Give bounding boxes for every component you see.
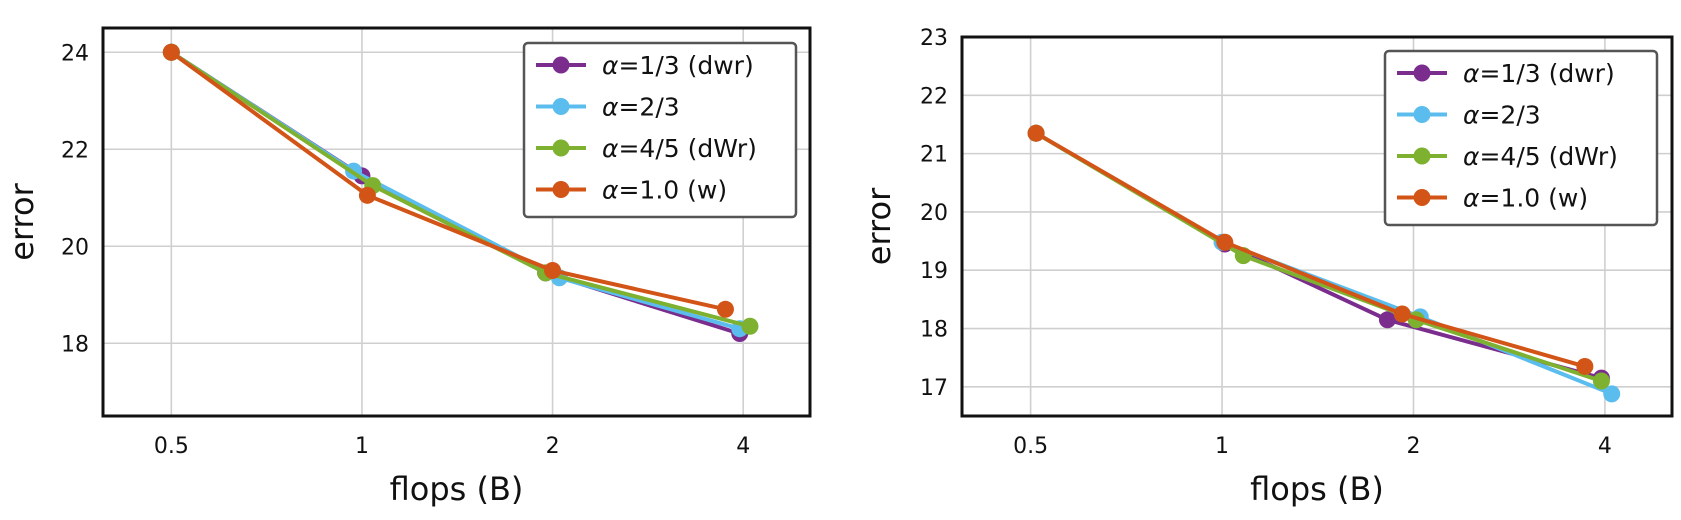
legend-swatch-marker bbox=[1413, 189, 1431, 206]
legend-label-symbol: α bbox=[602, 51, 619, 80]
y-tick-label: 20 bbox=[61, 235, 89, 260]
legend: α=1/3 (dwr)α=2/3α=4/5 (dWr)α=1.0 (w) bbox=[522, 41, 798, 219]
data-point bbox=[1393, 305, 1411, 323]
data-point bbox=[162, 43, 180, 61]
legend-label-text: =2/3 bbox=[1479, 101, 1540, 130]
x-tick-label: 4 bbox=[1598, 434, 1612, 459]
x-tick-label: 0.5 bbox=[154, 434, 189, 459]
x-axis-label: flops (B) bbox=[1250, 470, 1384, 508]
legend-box bbox=[1383, 49, 1659, 227]
data-point bbox=[1603, 385, 1621, 403]
legend: α=1/3 (dwr)α=2/3α=4/5 (dWr)α=1.0 (w) bbox=[1383, 49, 1659, 227]
legend-swatch-marker bbox=[552, 98, 570, 115]
y-tick-label: 24 bbox=[61, 41, 89, 66]
legend-label-symbol: α bbox=[602, 93, 619, 122]
legend-label: α=4/5 (dWr) bbox=[602, 134, 757, 163]
y-axis-label: error bbox=[860, 187, 898, 265]
data-point bbox=[358, 186, 376, 204]
x-tick-label: 4 bbox=[736, 434, 750, 459]
x-tick-label: 2 bbox=[546, 434, 560, 459]
legend-swatch-marker bbox=[552, 181, 570, 198]
x-tick-label: 0.5 bbox=[1013, 434, 1048, 459]
series-line bbox=[169, 50, 728, 312]
data-point bbox=[741, 317, 759, 335]
y-tick-label: 17 bbox=[920, 376, 948, 401]
data-point bbox=[1378, 311, 1396, 329]
data-point bbox=[1216, 233, 1234, 251]
data-point bbox=[1576, 357, 1594, 375]
legend-label-text: =4/5 (dWr) bbox=[618, 134, 756, 163]
legend-label: α=1.0 (w) bbox=[602, 176, 727, 205]
y-tick-label: 21 bbox=[920, 143, 948, 168]
legend-label-text: =2/3 bbox=[618, 93, 679, 122]
legend-label-symbol: α bbox=[602, 134, 619, 163]
legend-swatch-marker bbox=[552, 56, 570, 74]
x-axis-label: flops (B) bbox=[390, 470, 524, 508]
y-tick-label: 23 bbox=[920, 26, 948, 51]
legend-label-symbol: α bbox=[602, 176, 619, 205]
legend-label: α=1/3 (dwr) bbox=[1463, 59, 1615, 88]
legend-swatch-marker bbox=[1413, 64, 1431, 82]
x-tick-label: 2 bbox=[1406, 434, 1420, 459]
legend-swatch-marker bbox=[1413, 147, 1431, 165]
legend-label-text: =1/3 (dwr) bbox=[1479, 59, 1614, 88]
y-tick-label: 19 bbox=[920, 259, 948, 284]
legend-label-text: =1.0 (w) bbox=[1479, 184, 1588, 213]
data-point bbox=[1027, 124, 1045, 142]
legend-label: α=1/3 (dwr) bbox=[602, 51, 754, 80]
series-line bbox=[169, 50, 752, 329]
legend-swatch-marker bbox=[552, 139, 570, 157]
y-tick-label: 22 bbox=[920, 84, 948, 109]
series-line bbox=[1034, 131, 1587, 369]
x-tick-label: 1 bbox=[1215, 434, 1229, 459]
plot-frame bbox=[101, 26, 812, 418]
y-tick-label: 20 bbox=[920, 201, 948, 226]
legend-label: α=2/3 bbox=[1463, 101, 1541, 130]
legend-label-text: =1/3 (dwr) bbox=[618, 51, 753, 80]
legend-label-symbol: α bbox=[1463, 184, 1480, 213]
data-point bbox=[716, 300, 734, 318]
y-tick-label: 18 bbox=[61, 332, 89, 357]
legend-box bbox=[522, 41, 798, 219]
y-tick-label: 18 bbox=[920, 318, 948, 343]
data-point bbox=[1592, 372, 1610, 390]
legend-label: α=1.0 (w) bbox=[1463, 184, 1588, 213]
legend-label: α=4/5 (dWr) bbox=[1463, 142, 1618, 171]
plot-frame bbox=[960, 35, 1674, 418]
legend-label-symbol: α bbox=[1463, 142, 1480, 171]
legend-label-symbol: α bbox=[1463, 101, 1480, 130]
y-axis-label: error bbox=[3, 182, 41, 260]
legend-label: α=2/3 bbox=[602, 93, 680, 122]
legend-label-text: =4/5 (dWr) bbox=[1479, 142, 1617, 171]
legend-label-text: =1.0 (w) bbox=[618, 176, 727, 205]
y-tick-label: 22 bbox=[61, 138, 89, 163]
legend-swatch-marker bbox=[1413, 106, 1431, 123]
data-point bbox=[544, 262, 562, 279]
legend-label-symbol: α bbox=[1463, 59, 1480, 88]
x-tick-label: 1 bbox=[355, 434, 369, 459]
